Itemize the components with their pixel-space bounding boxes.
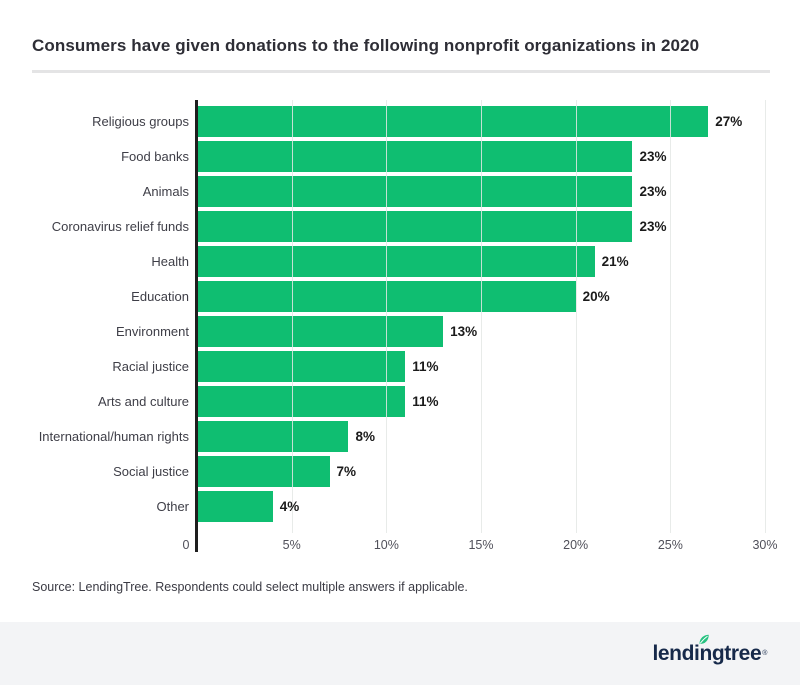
title-divider bbox=[32, 70, 770, 73]
chart-row: Coronavirus relief funds 23% bbox=[0, 209, 765, 244]
plot-row: 7% bbox=[197, 456, 765, 487]
bar bbox=[197, 491, 273, 522]
category-label: Coronavirus relief funds bbox=[51, 219, 189, 234]
plot-row: 23% bbox=[197, 211, 765, 242]
category-label: Social justice bbox=[113, 464, 189, 479]
chart-row: Religious groups 27% bbox=[0, 104, 765, 139]
bar bbox=[197, 141, 633, 172]
value-label: 20% bbox=[582, 289, 610, 304]
plot-row: 20% bbox=[197, 281, 765, 312]
tick-label: 10% bbox=[373, 538, 399, 552]
value-label: 13% bbox=[450, 324, 478, 339]
chart-row: Racial justice 11% bbox=[0, 349, 765, 384]
value-label: 23% bbox=[639, 184, 667, 199]
chart-row: Other 4% bbox=[0, 489, 765, 524]
chart-row: Food banks 23% bbox=[0, 139, 765, 174]
category-label: Animals bbox=[142, 184, 189, 199]
category-label: Religious groups bbox=[92, 114, 189, 129]
bar bbox=[197, 456, 330, 487]
value-label: 8% bbox=[355, 429, 375, 444]
plot-row: 23% bbox=[197, 176, 765, 207]
tick-label: 20% bbox=[563, 538, 589, 552]
tick-label: 25% bbox=[657, 538, 683, 552]
x-axis-ticks: 0 5% 10% 15% 20% 25% 30% bbox=[183, 538, 778, 556]
tick-label: 30% bbox=[752, 538, 778, 552]
category-label: Environment bbox=[116, 324, 189, 339]
value-label: 7% bbox=[336, 464, 357, 479]
plot-row: 4% bbox=[197, 491, 765, 522]
registered-mark: ® bbox=[762, 650, 767, 657]
leaf-icon bbox=[697, 633, 711, 646]
bar bbox=[197, 211, 633, 242]
value-label: 23% bbox=[639, 149, 667, 164]
bar bbox=[197, 281, 576, 312]
category-label: Education bbox=[131, 289, 189, 304]
chart-row: Social justice 7% bbox=[0, 454, 765, 489]
category-label: Arts and culture bbox=[97, 394, 189, 409]
chart-row: International/human rights 8% bbox=[0, 419, 765, 454]
category-label: Health bbox=[151, 254, 189, 269]
value-label: 4% bbox=[279, 499, 300, 514]
value-label: 11% bbox=[412, 394, 439, 409]
category-label: Food banks bbox=[121, 149, 189, 164]
tick-label: 5% bbox=[282, 538, 301, 552]
bar bbox=[197, 246, 595, 277]
bar-chart: Religious groups 27% Food banks 23% Animals 2… bbox=[0, 100, 800, 570]
value-label: 21% bbox=[601, 254, 629, 269]
bar bbox=[197, 316, 444, 347]
bar bbox=[197, 176, 633, 207]
tick-label: 15% bbox=[468, 538, 494, 552]
chart-rows: Religious groups 27% Food banks 23% Animals 2… bbox=[0, 104, 765, 524]
bar bbox=[197, 106, 709, 137]
value-label: 11% bbox=[412, 359, 439, 374]
plot-row: 23% bbox=[197, 141, 765, 172]
chart-row: Education 20% bbox=[0, 279, 765, 314]
footer-band: lendingtree® bbox=[0, 622, 800, 685]
tick-label: 0 bbox=[182, 538, 190, 552]
chart-row: Animals 23% bbox=[0, 174, 765, 209]
chart-title: Consumers have given donations to the fo… bbox=[32, 36, 700, 55]
plot-row: 13% bbox=[197, 316, 765, 347]
plot-row: 27% bbox=[197, 106, 765, 137]
lendingtree-logo: lendingtree® bbox=[652, 634, 767, 665]
chart-row: Arts and culture 11% bbox=[0, 384, 765, 419]
category-label: Other bbox=[156, 499, 189, 514]
logo-wordmark: lendingtree bbox=[652, 642, 762, 665]
bar bbox=[197, 421, 349, 452]
gridline bbox=[765, 100, 766, 533]
plot-row: 21% bbox=[197, 246, 765, 277]
category-label: International/human rights bbox=[38, 429, 189, 444]
chart-row: Environment 13% bbox=[0, 314, 765, 349]
value-label: 23% bbox=[639, 219, 667, 234]
bar bbox=[197, 351, 406, 382]
y-axis-line bbox=[195, 100, 198, 552]
chart-row: Health 21% bbox=[0, 244, 765, 279]
plot-row: 8% bbox=[197, 421, 765, 452]
plot-row: 11% bbox=[197, 386, 765, 417]
plot-row: 11% bbox=[197, 351, 765, 382]
bar bbox=[197, 386, 406, 417]
value-label: 27% bbox=[715, 114, 743, 129]
category-label: Racial justice bbox=[112, 359, 189, 374]
source-note: Source: LendingTree. Respondents could s… bbox=[32, 580, 468, 594]
